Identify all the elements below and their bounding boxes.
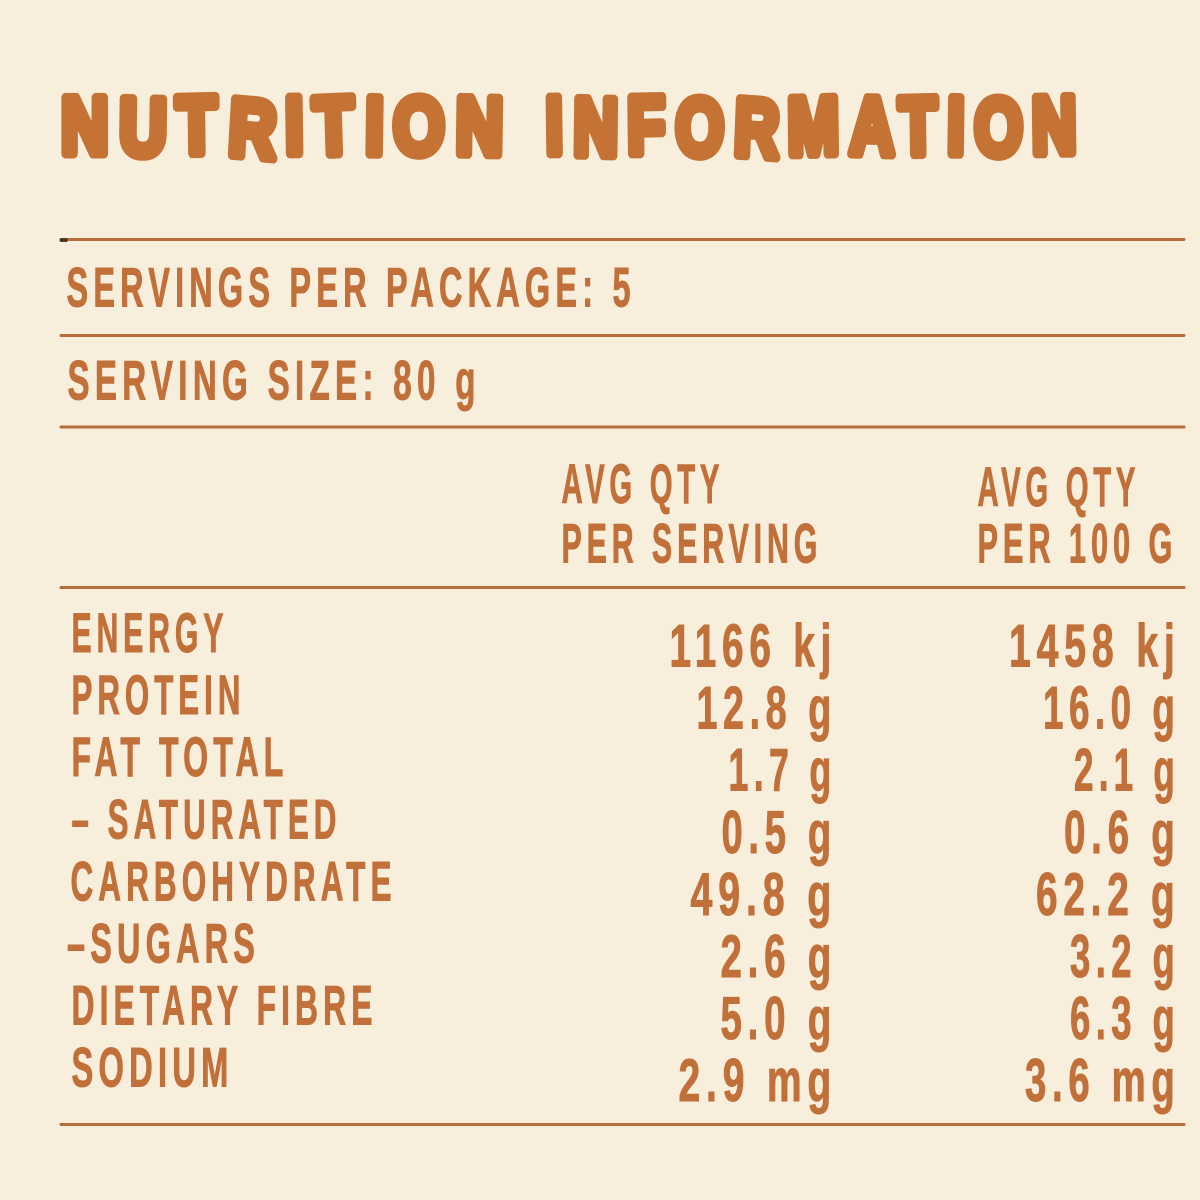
svg-text:INFORMATION: INFORMATION	[545, 81, 1087, 176]
svg-text:1458 kj: 1458 kj	[1009, 612, 1181, 680]
svg-text:PER SERVING: PER SERVING	[562, 512, 823, 575]
svg-text:2.6 g: 2.6 g	[721, 922, 838, 990]
svg-text:– SATURATED: – SATURATED	[72, 787, 342, 850]
svg-text:1.7 g: 1.7 g	[729, 736, 837, 804]
svg-text:AVG QTY: AVG QTY	[978, 455, 1141, 518]
svg-text:49.8 g: 49.8 g	[691, 860, 838, 928]
svg-text:2.9 mg: 2.9 mg	[679, 1046, 838, 1114]
svg-text:–SUGARS: –SUGARS	[67, 912, 260, 975]
svg-text:FAT TOTAL: FAT TOTAL	[72, 725, 289, 788]
svg-text:SERVING SIZE: 80 g: SERVING SIZE: 80 g	[68, 349, 481, 412]
svg-text:16.0 g: 16.0 g	[1043, 674, 1180, 742]
svg-text:PER 100 G: PER 100 G	[978, 512, 1178, 575]
svg-text:NUTRITION: NUTRITION	[61, 81, 515, 177]
svg-text:62.2 g: 62.2 g	[1036, 860, 1181, 928]
svg-text:5.0 g: 5.0 g	[721, 984, 838, 1052]
svg-text:PROTEIN: PROTEIN	[72, 663, 246, 726]
svg-text:2.1 g: 2.1 g	[1074, 736, 1180, 804]
svg-text:AVG QTY: AVG QTY	[562, 452, 725, 515]
svg-text:0.6 g: 0.6 g	[1064, 798, 1181, 866]
svg-text:3.2 g: 3.2 g	[1070, 922, 1180, 990]
svg-text:SERVINGS PER PACKAGE: 5: SERVINGS PER PACKAGE: 5	[67, 256, 636, 319]
svg-text:ENERGY: ENERGY	[72, 601, 229, 664]
svg-text:0.5 g: 0.5 g	[722, 798, 837, 866]
svg-text:6.3 g: 6.3 g	[1070, 984, 1180, 1052]
svg-text:CARBOHYDRATE: CARBOHYDRATE	[71, 849, 397, 912]
svg-text:3.6 mg: 3.6 mg	[1025, 1046, 1181, 1114]
svg-text:12.8 g: 12.8 g	[697, 674, 837, 742]
svg-text:1166 kj: 1166 kj	[670, 612, 838, 680]
svg-text:SODIUM: SODIUM	[72, 1036, 234, 1099]
svg-text:DIETARY FIBRE: DIETARY FIBRE	[72, 974, 378, 1037]
